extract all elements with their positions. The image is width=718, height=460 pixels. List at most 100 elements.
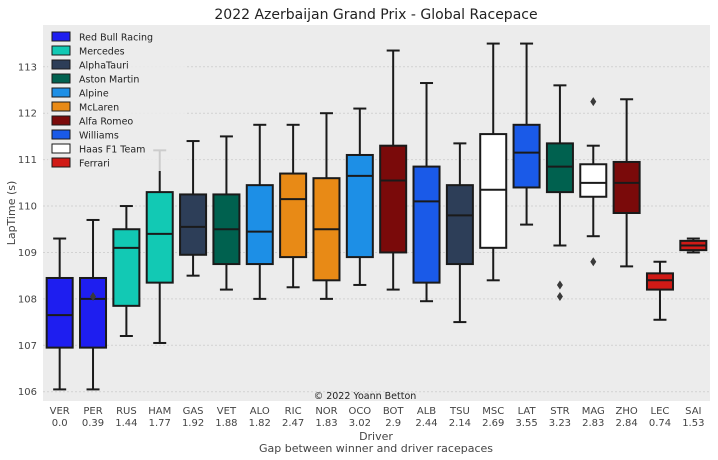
y-tick-label: 106 [18, 387, 37, 398]
x-tick-driver: BOT [383, 406, 405, 417]
box-sai [679, 237, 708, 254]
x-tick-gap: 1.83 [315, 418, 337, 429]
x-tick-gap: 2.84 [615, 418, 637, 429]
legend-swatch [51, 87, 71, 98]
x-tick-gap: 0.0 [52, 418, 68, 429]
y-tick-label: 109 [18, 248, 37, 259]
legend-label: McLaren [79, 103, 119, 114]
x-axis-label: Driver [359, 430, 393, 443]
legend-label: Alfa Romeo [79, 117, 133, 128]
box-tsu [445, 142, 474, 324]
x-tick-driver: VER [50, 406, 70, 417]
x-tick-driver: RUS [116, 406, 137, 417]
box-iqr [645, 272, 674, 291]
box-iqr [245, 184, 274, 266]
box-iqr [279, 172, 308, 259]
x-tick-driver: PER [83, 406, 102, 417]
box-iqr [545, 142, 574, 194]
gridlines [43, 66, 710, 393]
legend-swatch [51, 45, 71, 56]
y-tick-label: 110 [18, 202, 37, 213]
box-iqr [112, 228, 141, 307]
box-bot [379, 49, 408, 291]
x-tick-gap: 2.44 [415, 418, 437, 429]
y-axis-ticks: 106 107 108 109 110 111 112 113 [18, 62, 37, 398]
outlier-marker [90, 292, 97, 302]
x-tick-driver: RIC [285, 406, 302, 417]
x-tick-gap: 1.88 [215, 418, 237, 429]
x-tick-driver: MAG [582, 406, 605, 417]
x-tick-driver: ZHO [616, 406, 638, 417]
x-tick-driver: LAT [518, 406, 537, 417]
box-msc [479, 42, 508, 282]
outlier-marker [556, 280, 563, 290]
x-tick-gap: 1.53 [682, 418, 704, 429]
legend-label: Mercedes [79, 47, 125, 58]
box-iqr [479, 133, 508, 249]
legend-swatch [51, 129, 71, 140]
x-tick-driver: OCO [348, 406, 371, 417]
x-tick-gap: 2.14 [449, 418, 471, 429]
legend-swatch [51, 101, 71, 112]
legend-swatch [51, 31, 71, 42]
y-tick-label: 111 [18, 155, 37, 166]
legend-label: Williams [79, 131, 119, 142]
outlier-marker [590, 97, 597, 107]
legend-label: Red Bull Racing [79, 33, 153, 44]
legend-frame [48, 28, 186, 171]
box-alb [412, 82, 441, 303]
x-tick-driver: TSU [449, 406, 470, 417]
x-tick-driver: LEC [651, 406, 670, 417]
legend-label: Haas F1 Team [79, 145, 145, 156]
legend-label: AlphaTauri [79, 61, 129, 72]
x-axis-sublabel: Gap between winner and driver racepaces [259, 442, 493, 455]
x-tick-driver: STR [550, 406, 569, 417]
box-iqr [379, 144, 408, 254]
copyright-annotation: © 2022 Yoann Betton [314, 391, 417, 402]
x-tick-driver: GAS [183, 406, 204, 417]
y-tick-label: 112 [18, 109, 37, 120]
boxes-layer [45, 42, 708, 391]
x-tick-gap: 2.9 [385, 418, 401, 429]
x-tick-gap: 1.77 [149, 418, 171, 429]
legend: Red Bull Racing Mercedes AlphaTauri Aston M… [48, 28, 186, 171]
box-str [545, 84, 574, 302]
x-tick-gap: 1.82 [249, 418, 271, 429]
x-tick-driver: HAM [148, 406, 171, 417]
x-tick-driver: NOR [315, 406, 337, 417]
box-iqr [445, 184, 474, 266]
x-tick-driver: ALO [250, 406, 270, 417]
box-per [79, 218, 108, 391]
box-lat [512, 42, 541, 226]
x-tick-driver: SAI [685, 406, 701, 417]
y-axis-label: LapTime (s) [5, 181, 18, 246]
y-tick-label: 113 [18, 62, 37, 73]
outlier-marker [556, 292, 563, 302]
box-iqr [612, 160, 641, 215]
y-tick-label: 108 [18, 294, 37, 305]
box-alo [245, 123, 274, 300]
x-tick-gap: 3.02 [349, 418, 371, 429]
box-iqr [179, 193, 208, 256]
legend-label: Alpine [79, 89, 109, 100]
x-tick-gap: 1.92 [182, 418, 204, 429]
legend-swatch [51, 115, 71, 126]
legend-swatch [51, 59, 71, 70]
x-tick-gap: 2.47 [282, 418, 304, 429]
x-tick-gap: 3.55 [515, 418, 537, 429]
x-tick-gap: 2.69 [482, 418, 504, 429]
x-tick-gap: 1.44 [115, 418, 137, 429]
box-vet [212, 135, 241, 291]
legend-swatch [51, 143, 71, 154]
box-iqr [79, 276, 108, 349]
chart-title: 2022 Azerbaijan Grand Prix - Global Race… [214, 7, 537, 23]
box-oco [345, 107, 374, 286]
box-iqr [345, 153, 374, 259]
box-nor [312, 112, 341, 300]
x-tick-gap: 2.83 [582, 418, 604, 429]
box-mag [579, 97, 608, 267]
x-tick-driver: ALB [417, 406, 436, 417]
x-axis-ticks: VER0.0PER0.39RUS1.44HAM1.77GAS1.92VET1.8… [50, 406, 705, 429]
x-tick-driver: MSC [482, 406, 504, 417]
